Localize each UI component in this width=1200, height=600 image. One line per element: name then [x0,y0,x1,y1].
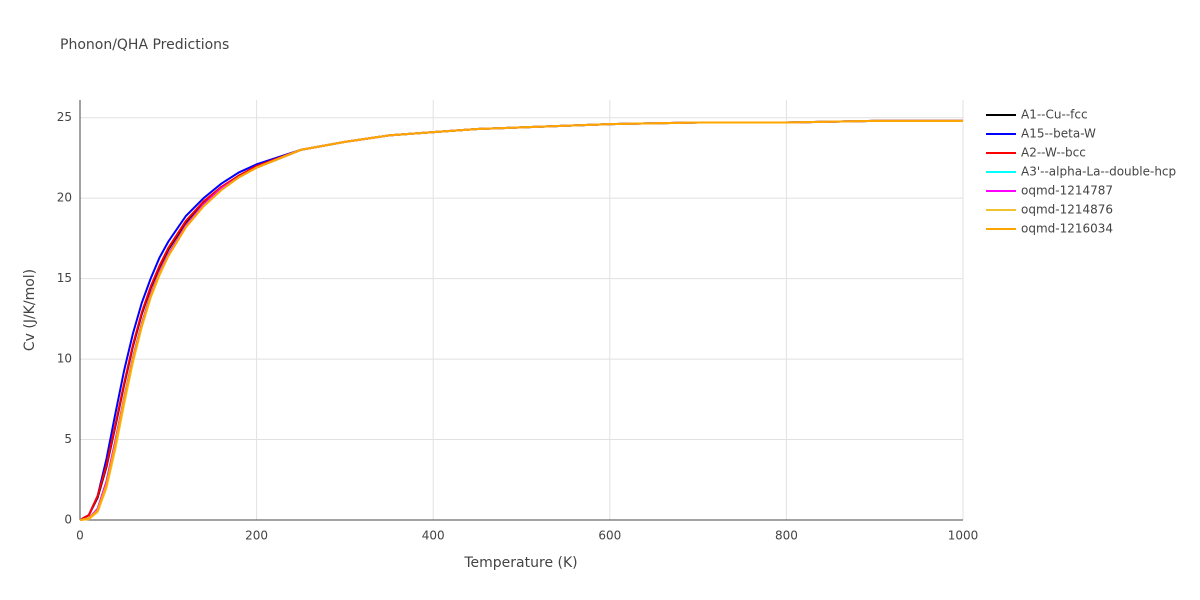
x-tick-label: 1000 [948,529,979,543]
y-tick-label: 20 [57,191,72,205]
chart-title: Phonon/QHA Predictions [60,37,229,53]
x-tick-label: 400 [422,529,445,543]
series-line [79,119,963,521]
legend-label: A15--beta-W [1021,127,1096,141]
series-line [79,119,963,521]
legend-label: A3'--alpha-La--double-hcp [1021,165,1176,179]
x-tick-label: 200 [245,529,268,543]
x-axis-title: Temperature (K) [463,555,577,571]
series-line [79,119,963,521]
legend-label: A1--Cu--fcc [1021,108,1088,122]
y-tick-label: 15 [57,271,72,285]
y-tick-label: 0 [64,513,72,527]
y-tick-label: 25 [57,110,72,124]
series-line [79,119,963,521]
x-tick-label: 600 [598,529,621,543]
y-tick-label: 10 [57,352,72,366]
series-line [79,119,963,521]
y-axis-title: Cv (J/K/mol) [22,269,38,351]
x-tick-label: 800 [775,529,798,543]
x-tick-label: 0 [76,529,84,543]
legend-label: A2--W--bcc [1021,146,1086,160]
legend-label: oqmd-1214876 [1021,203,1113,217]
series-line [79,119,963,521]
y-tick-label: 5 [64,432,72,446]
legend-label: oqmd-1216034 [1021,222,1113,236]
series-line [79,119,963,521]
legend-label: oqmd-1214787 [1021,184,1113,198]
